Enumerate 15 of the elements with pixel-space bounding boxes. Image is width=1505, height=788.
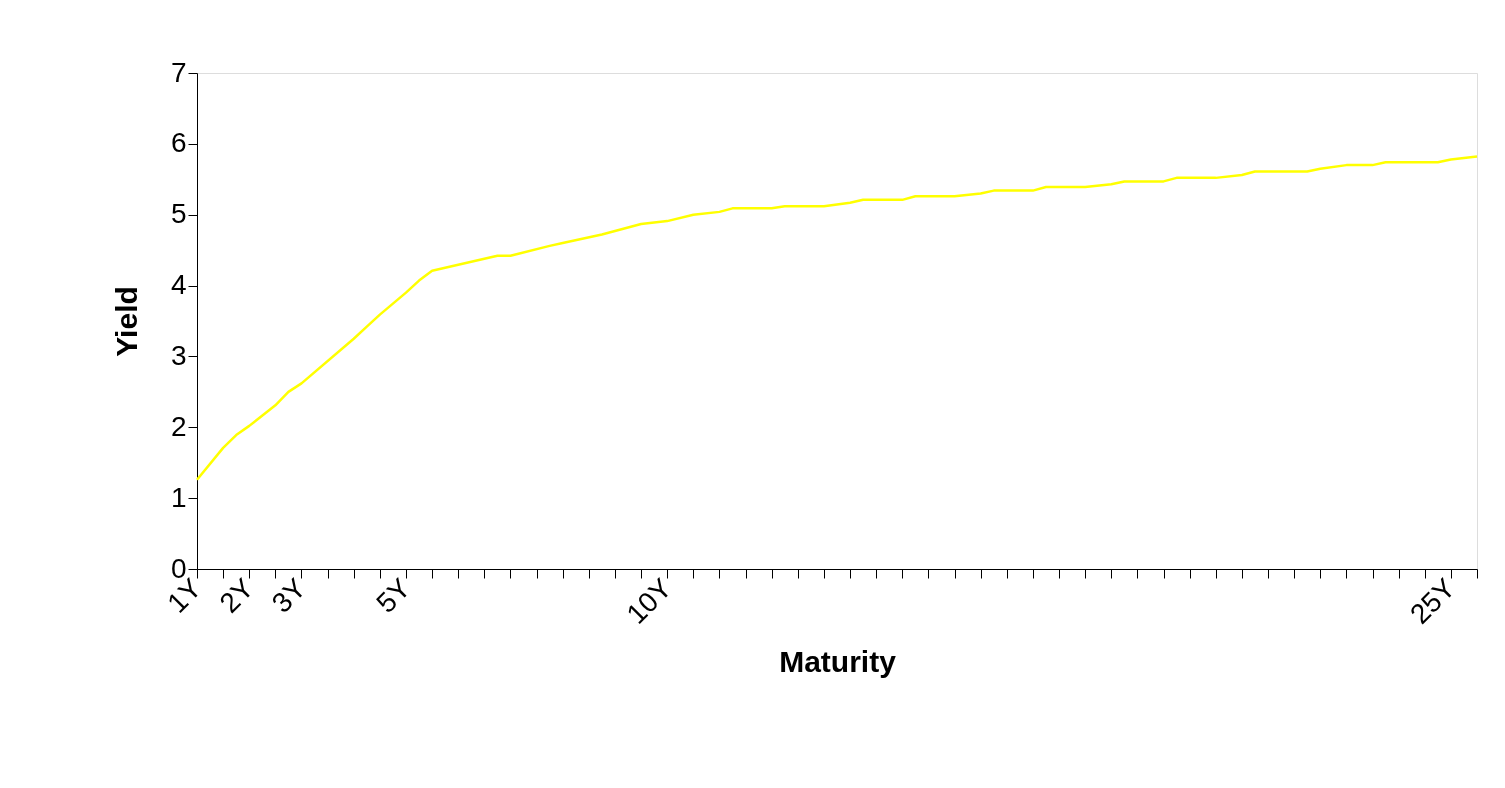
y-tick-label: 4 (170, 269, 187, 301)
y-tick-label: 6 (170, 127, 187, 159)
y-tick-label: 3 (170, 339, 187, 371)
line-series (195, 155, 1479, 481)
y-tick-label: 5 (170, 198, 187, 230)
y-tick-label: 2 (170, 410, 187, 442)
x-tick-label: 2Y (213, 572, 260, 619)
y-tick-label: 0 (170, 552, 187, 584)
y-tick-label: 1 (170, 481, 187, 513)
y-tick-label: 7 (170, 56, 187, 88)
x-tick-label: 10Y (620, 572, 678, 630)
x-tick-label: 5Y (370, 572, 417, 619)
y-axis-title: Yield (109, 286, 143, 357)
x-tick-label: 3Y (265, 572, 313, 619)
x-axis-title: Maturity (779, 644, 897, 678)
